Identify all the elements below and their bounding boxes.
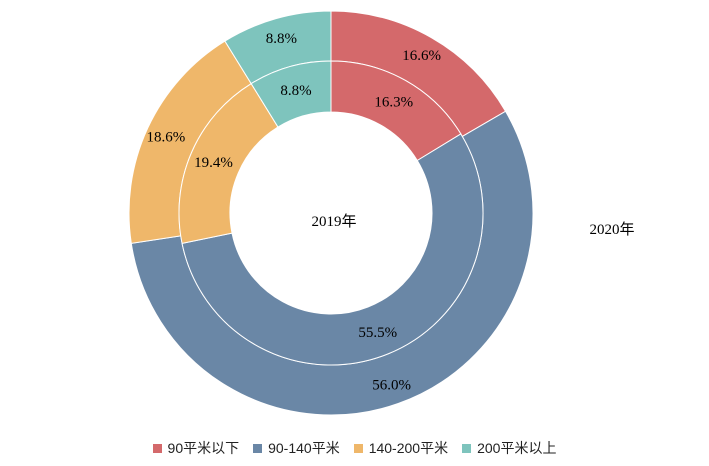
legend-label: 140-200平米 (368, 440, 449, 456)
outer-data-label-90-140: 56.0% (372, 378, 411, 394)
legend-label: 200平米以上 (477, 440, 557, 456)
legend-item-140-200[interactable]: 140-200平米 (353, 438, 449, 458)
inner-data-label-under-90: 16.3% (374, 94, 413, 110)
legend-item-under-90[interactable]: 90平米以下 (152, 438, 240, 458)
outer-data-label-under-90: 16.6% (402, 48, 441, 64)
legend-label: 90平米以下 (167, 440, 240, 456)
outer-ring-label: 2020年 (589, 221, 634, 238)
legend-swatch (152, 443, 162, 453)
inner-slice-90-140[interactable] (181, 133, 484, 366)
inner-data-label-over-200: 8.8% (280, 83, 311, 99)
legend-label: 90-140平米 (268, 440, 340, 456)
legend-item-90-140[interactable]: 90-140平米 (253, 438, 340, 458)
inner-slice-over-200[interactable] (250, 60, 332, 128)
slice-labels: 16.3% 55.5% 19.4% 8.8% 16.6% 56.0% 18.6% 8.8% (146, 31, 441, 394)
legend: 90平米以下 90-140平米 140-200平米 200平米以上 (0, 437, 709, 459)
legend-swatch (462, 443, 472, 453)
inner-data-label-90-140: 55.5% (358, 325, 397, 341)
legend-swatch (353, 443, 363, 453)
outer-data-label-140-200: 18.6% (146, 130, 185, 146)
inner-ring (178, 60, 484, 366)
legend-item-over-200[interactable]: 200平米以上 (462, 438, 556, 458)
inner-ring-label: 2019年 (311, 213, 356, 230)
legend-swatch (253, 443, 263, 453)
outer-data-label-over-200: 8.8% (266, 31, 297, 47)
inner-data-label-140-200: 19.4% (194, 155, 233, 171)
outer-ring (128, 10, 534, 416)
